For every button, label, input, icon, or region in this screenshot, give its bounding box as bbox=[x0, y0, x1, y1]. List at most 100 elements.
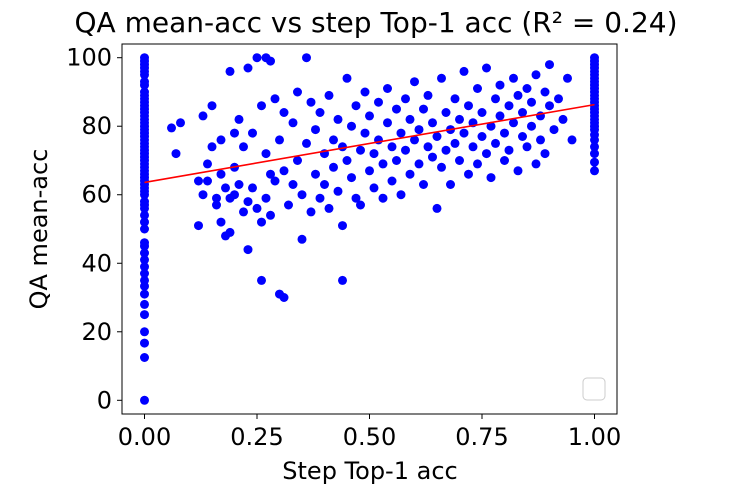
data-point-168 bbox=[347, 173, 356, 183]
data-point-166 bbox=[342, 156, 352, 165]
data-point-212 bbox=[446, 180, 455, 189]
data-point-230 bbox=[486, 173, 496, 183]
data-point-124 bbox=[257, 101, 266, 111]
data-point-151 bbox=[311, 125, 320, 135]
data-point-184 bbox=[383, 84, 392, 93]
data-point-118 bbox=[243, 245, 253, 255]
data-point-130 bbox=[266, 169, 275, 179]
data-point-174 bbox=[360, 87, 370, 97]
data-point-240 bbox=[509, 118, 518, 128]
data-point-221 bbox=[468, 142, 478, 152]
plot-area bbox=[121, 43, 618, 415]
y-tick-label: 0 bbox=[97, 386, 112, 414]
data-point-98 bbox=[207, 142, 217, 152]
data-point-161 bbox=[333, 186, 343, 196]
data-point-235 bbox=[500, 128, 509, 138]
data-point-16 bbox=[140, 217, 149, 227]
data-point-187 bbox=[392, 104, 401, 114]
data-point-121 bbox=[252, 53, 262, 63]
data-point-92 bbox=[194, 176, 203, 186]
data-point-133 bbox=[270, 176, 280, 186]
data-point-111 bbox=[230, 128, 239, 138]
data-point-181 bbox=[378, 159, 388, 169]
data-point-136 bbox=[279, 293, 289, 302]
data-point-179 bbox=[374, 97, 383, 107]
data-point-247 bbox=[527, 121, 536, 131]
data-point-97 bbox=[207, 101, 217, 111]
data-point-254 bbox=[540, 149, 550, 159]
data-point-260 bbox=[563, 73, 572, 83]
data-point-258 bbox=[554, 94, 563, 104]
data-point-185 bbox=[387, 142, 397, 152]
data-point-6 bbox=[140, 289, 149, 299]
data-point-198 bbox=[414, 125, 424, 135]
data-point-256 bbox=[545, 101, 554, 111]
data-point-164 bbox=[338, 221, 347, 231]
data-point-147 bbox=[302, 138, 311, 148]
data-point-261 bbox=[567, 135, 577, 145]
data-point-165 bbox=[342, 73, 352, 83]
data-point-128 bbox=[261, 149, 271, 159]
data-point-208 bbox=[437, 162, 446, 172]
x-tick-label: 0.50 bbox=[343, 423, 396, 451]
data-point-3 bbox=[140, 327, 149, 337]
data-point-172 bbox=[356, 200, 365, 210]
data-point-8 bbox=[140, 275, 149, 285]
data-point-62 bbox=[590, 149, 599, 159]
plot-frame bbox=[121, 43, 618, 415]
x-axis-ticks: 0.00 0.25 0.50 0.75 1.00 bbox=[118, 414, 621, 451]
data-point-243 bbox=[518, 132, 527, 141]
data-point-234 bbox=[495, 80, 505, 90]
data-point-113 bbox=[234, 114, 244, 124]
data-point-122 bbox=[252, 203, 262, 213]
data-point-183 bbox=[383, 118, 392, 128]
legend-box bbox=[582, 377, 606, 401]
data-point-217 bbox=[459, 66, 469, 76]
data-point-175 bbox=[365, 166, 374, 176]
data-point-108 bbox=[225, 66, 235, 76]
x-tick-label: 0.75 bbox=[455, 423, 508, 451]
data-point-210 bbox=[441, 145, 451, 155]
data-point-236 bbox=[500, 156, 509, 165]
data-point-127 bbox=[261, 193, 271, 203]
data-point-146 bbox=[302, 53, 311, 63]
data-point-14 bbox=[140, 238, 149, 248]
data-point-152 bbox=[315, 193, 325, 203]
data-point-143 bbox=[293, 156, 302, 165]
data-point-224 bbox=[473, 159, 482, 169]
data-point-119 bbox=[248, 183, 257, 193]
data-point-129 bbox=[266, 56, 275, 66]
data-point-186 bbox=[387, 176, 397, 186]
data-point-115 bbox=[239, 142, 248, 152]
data-point-169 bbox=[351, 193, 361, 203]
x-tick-label: 1.00 bbox=[568, 423, 621, 451]
data-point-93 bbox=[198, 190, 208, 200]
data-point-155 bbox=[320, 180, 329, 189]
data-point-196 bbox=[410, 77, 419, 87]
data-point-192 bbox=[401, 145, 410, 155]
data-point-227 bbox=[482, 149, 491, 159]
data-point-120 bbox=[248, 128, 257, 138]
chart-title: QA mean-acc vs step Top-1 acc (R² = 0.24… bbox=[74, 6, 677, 39]
data-point-144 bbox=[297, 234, 307, 244]
data-point-202 bbox=[423, 90, 433, 100]
data-point-89 bbox=[171, 149, 181, 159]
data-point-88 bbox=[167, 123, 176, 133]
data-point-238 bbox=[504, 145, 514, 155]
data-point-123 bbox=[257, 275, 266, 285]
data-point-15 bbox=[140, 224, 149, 234]
data-point-193 bbox=[405, 169, 415, 179]
data-point-125 bbox=[257, 217, 266, 227]
data-point-96 bbox=[203, 159, 212, 169]
data-point-0 bbox=[140, 395, 149, 405]
data-point-90 bbox=[176, 118, 185, 128]
y-tick-label: 100 bbox=[66, 44, 112, 72]
data-point-131 bbox=[266, 210, 275, 220]
data-point-209 bbox=[441, 108, 451, 117]
data-point-9 bbox=[140, 269, 149, 278]
data-point-112 bbox=[234, 180, 244, 189]
data-point-250 bbox=[531, 70, 541, 80]
data-point-158 bbox=[329, 135, 338, 145]
data-point-201 bbox=[423, 142, 433, 152]
